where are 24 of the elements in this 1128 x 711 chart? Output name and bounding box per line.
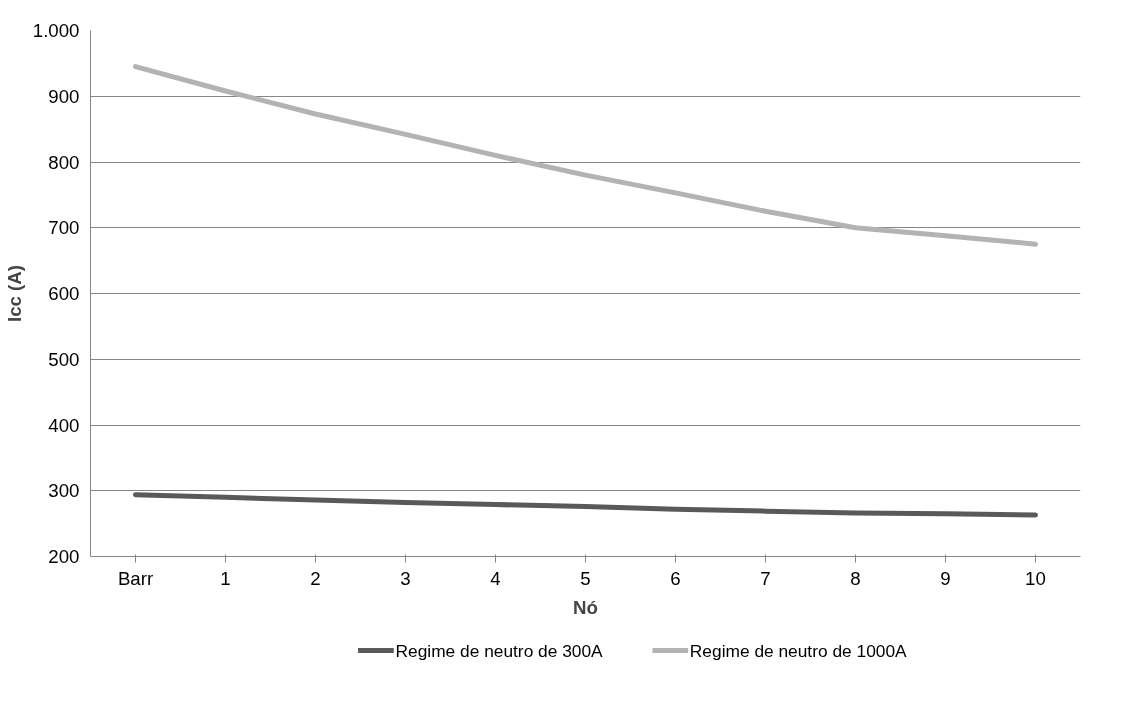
y-tick-label: 200 — [48, 546, 80, 567]
legend-label: Regime de neutro de 1000A — [689, 640, 908, 661]
x-tick-label: 1 — [220, 567, 231, 589]
y-tick-label: 500 — [48, 348, 80, 370]
x-tick-label: 4 — [490, 567, 501, 589]
x-tick-label: 3 — [400, 567, 411, 589]
y-tick-label: 600 — [48, 283, 80, 304]
y-tick-label: 700 — [48, 217, 80, 239]
x-tick-label: 5 — [580, 567, 591, 589]
y-tick-label: 900 — [48, 85, 80, 107]
y-tick-label: 1.000 — [32, 20, 80, 41]
x-tick-label: Barr — [117, 567, 154, 589]
x-tick-label: 9 — [940, 567, 951, 589]
x-tick-label: 10 — [1025, 567, 1046, 589]
x-tick-label: 8 — [850, 567, 861, 589]
x-axis-title: Nó — [573, 596, 598, 618]
x-tick-label: 2 — [310, 567, 321, 589]
y-tick-label: 300 — [48, 480, 80, 502]
x-tick-label: 6 — [670, 567, 681, 589]
x-tick-label: 7 — [760, 567, 771, 589]
legend-label: Regime de neutro de 300A — [395, 640, 604, 661]
y-tick-label: 800 — [48, 151, 80, 173]
y-tick-label: 400 — [48, 414, 80, 436]
y-axis-title: Icc (A) — [3, 264, 25, 323]
